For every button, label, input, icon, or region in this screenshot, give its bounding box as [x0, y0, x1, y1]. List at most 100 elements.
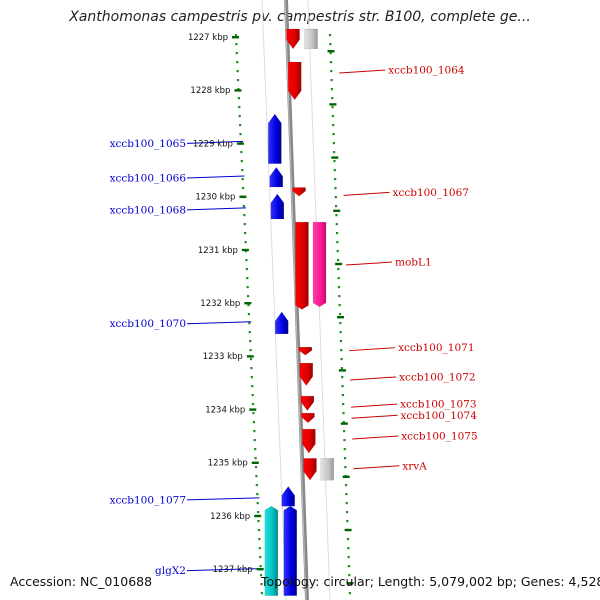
kbp-tick [246, 355, 254, 358]
kbp-tick [234, 89, 242, 92]
left-track-dot [246, 277, 249, 280]
left-track-dot [251, 385, 254, 388]
left-track-dot [243, 214, 246, 217]
gene-xccb100_1072[interactable] [299, 362, 314, 386]
left-track-dot [236, 61, 239, 64]
gene-label[interactable]: xccb100_1075 [401, 431, 477, 443]
gene-label[interactable]: glgX2 [155, 565, 186, 577]
label-leader [351, 403, 398, 408]
kbp-tick-right [329, 103, 337, 106]
kbp-label: 1237 kbp [213, 565, 253, 575]
gene-xccb100_1070[interactable] [274, 311, 289, 335]
gene-xccb100_1073[interactable] [300, 395, 315, 411]
kbp-label: 1233 kbp [203, 352, 243, 362]
gene-xrvA[interactable] [303, 458, 317, 481]
kbp-tick-right [327, 50, 335, 53]
kbp-tick-right [331, 156, 339, 159]
gene-label[interactable]: xccb100_1066 [110, 172, 187, 184]
gene-labels: xccb100_1064 xccb100_1065 xccb100_1066xccb… [110, 64, 478, 577]
left-track-dot [249, 358, 253, 361]
left-track-dot [251, 403, 255, 406]
gene-xccb100_1065[interactable] [268, 113, 282, 164]
kbp-tick-right [335, 262, 343, 266]
kbp-tick-right [344, 528, 352, 532]
kbp-label: 1227 kbp [188, 33, 228, 43]
gene-xccb100_1075[interactable] [302, 428, 316, 454]
gene-feature[interactable] [283, 505, 298, 596]
label-leader [349, 347, 396, 352]
left-track-dot [249, 340, 252, 343]
gene-label[interactable]: xccb100_1070 [110, 318, 186, 330]
gene-xccb100_1074[interactable] [301, 412, 315, 424]
left-track-dot [249, 349, 252, 352]
gene-label[interactable]: xccb100_1068 [110, 204, 186, 216]
right-track-dot [341, 376, 344, 379]
kbp-tick [232, 36, 239, 39]
label-leader [186, 497, 260, 501]
right-track-dot [334, 196, 337, 199]
left-track-dot [257, 511, 260, 514]
right-track-dot [345, 493, 348, 496]
right-track-dot [342, 412, 345, 415]
gene-label[interactable]: xccb100_1072 [399, 371, 475, 383]
gene-xccb100_1071[interactable] [298, 346, 313, 356]
gene-xccb100_1066[interactable] [269, 166, 284, 188]
gene-feature[interactable] [304, 28, 318, 50]
gene-xccb100_1068[interactable] [270, 193, 285, 220]
gene-label[interactable]: xccb100_1073 [400, 399, 476, 411]
right-track-dot [348, 574, 351, 577]
gene-label[interactable]: xccb100_1065 [110, 138, 186, 150]
left-track-dot [255, 484, 258, 487]
label-leader [339, 69, 386, 74]
left-track-dot [258, 547, 261, 550]
gene-xccb100_1064[interactable] [287, 61, 302, 101]
right-track-dot [332, 133, 335, 136]
gene-feature[interactable] [295, 221, 309, 310]
gene-label[interactable]: xccb100_1077 [110, 494, 186, 506]
left-track-dot [242, 205, 245, 208]
gene-label[interactable]: xrvA [402, 460, 427, 472]
right-track-dot [348, 592, 352, 595]
left-track-dot [256, 493, 259, 496]
kbp-label: 1234 kbp [205, 405, 245, 415]
gene-label[interactable]: xccb100_1067 [393, 187, 469, 199]
kbp-tick [244, 302, 252, 305]
right-track-dot [340, 349, 343, 352]
right-track-dot [336, 259, 340, 262]
right-track-dot [331, 115, 334, 118]
label-leader [353, 465, 400, 470]
left-track-dot [239, 124, 242, 127]
label-leader [186, 321, 252, 325]
left-track-dot [240, 151, 243, 154]
left-track-dot [252, 412, 255, 415]
kbp-tick-right [340, 422, 348, 425]
right-track-dot [338, 313, 342, 316]
gene-label[interactable]: xccb100_1064 [388, 64, 465, 76]
gene-mobL1[interactable] [312, 221, 327, 308]
left-track-dot [244, 232, 247, 235]
label-leader [186, 175, 245, 179]
left-track-dot [259, 565, 262, 568]
left-track-dot [236, 79, 240, 82]
right-track-dot [337, 268, 340, 271]
kbp-label: 1232 kbp [200, 299, 240, 309]
left-track-dot [246, 286, 249, 289]
gene-xccb100_1067[interactable] [292, 187, 306, 197]
gene-glgX2[interactable] [264, 505, 279, 596]
left-track-dot [254, 466, 258, 469]
left-track-dot [244, 241, 247, 244]
gene-feature[interactable] [320, 458, 335, 481]
gene-feature[interactable] [286, 28, 300, 50]
kbp-tick [241, 248, 249, 252]
gene-label[interactable]: mobL1 [395, 257, 432, 269]
gene-label[interactable]: xccb100_1071 [398, 342, 474, 354]
right-track-dot [328, 34, 332, 37]
right-track-dot [332, 124, 335, 127]
left-track-dot [237, 88, 240, 91]
right-track-dot [335, 205, 338, 208]
kbp-label: 1230 kbp [195, 193, 235, 203]
gene-track [264, 28, 335, 596]
gene-label[interactable]: xccb100_1074 [401, 410, 478, 422]
gene-xccb100_1077[interactable] [281, 486, 296, 507]
map-title: Xanthomonas campestris pv. campestris st… [69, 9, 531, 25]
